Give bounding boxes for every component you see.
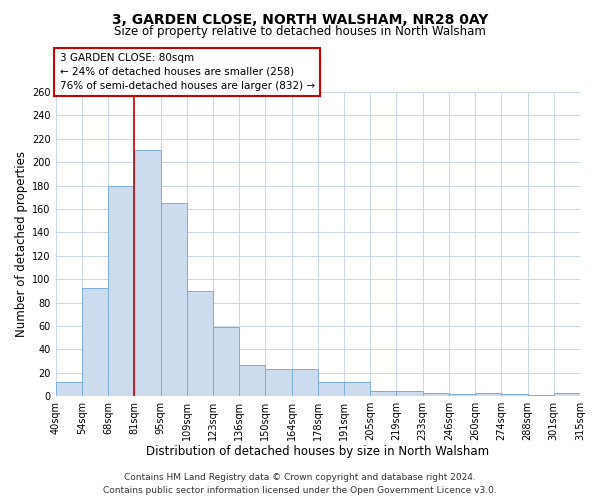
Bar <box>502 394 527 396</box>
Text: Contains HM Land Registry data © Crown copyright and database right 2024.
Contai: Contains HM Land Registry data © Crown c… <box>103 474 497 495</box>
Bar <box>554 392 580 396</box>
Bar <box>449 394 475 396</box>
Bar <box>344 382 370 396</box>
Bar <box>187 291 213 396</box>
Text: 3 GARDEN CLOSE: 80sqm
← 24% of detached houses are smaller (258)
76% of semi-det: 3 GARDEN CLOSE: 80sqm ← 24% of detached … <box>59 53 315 91</box>
Bar <box>56 382 82 396</box>
X-axis label: Distribution of detached houses by size in North Walsham: Distribution of detached houses by size … <box>146 444 490 458</box>
Bar <box>397 392 422 396</box>
Bar <box>134 150 161 396</box>
Bar <box>161 203 187 396</box>
Text: 3, GARDEN CLOSE, NORTH WALSHAM, NR28 0AY: 3, GARDEN CLOSE, NORTH WALSHAM, NR28 0AY <box>112 12 488 26</box>
Bar <box>265 369 292 396</box>
Bar <box>213 327 239 396</box>
Bar <box>527 395 554 396</box>
Bar <box>475 392 502 396</box>
Bar <box>422 392 449 396</box>
Bar <box>370 392 397 396</box>
Bar <box>292 369 318 396</box>
Y-axis label: Number of detached properties: Number of detached properties <box>15 151 28 337</box>
Bar <box>108 186 134 396</box>
Bar <box>82 288 108 396</box>
Bar <box>239 364 265 396</box>
Bar <box>318 382 344 396</box>
Text: Size of property relative to detached houses in North Walsham: Size of property relative to detached ho… <box>114 25 486 38</box>
